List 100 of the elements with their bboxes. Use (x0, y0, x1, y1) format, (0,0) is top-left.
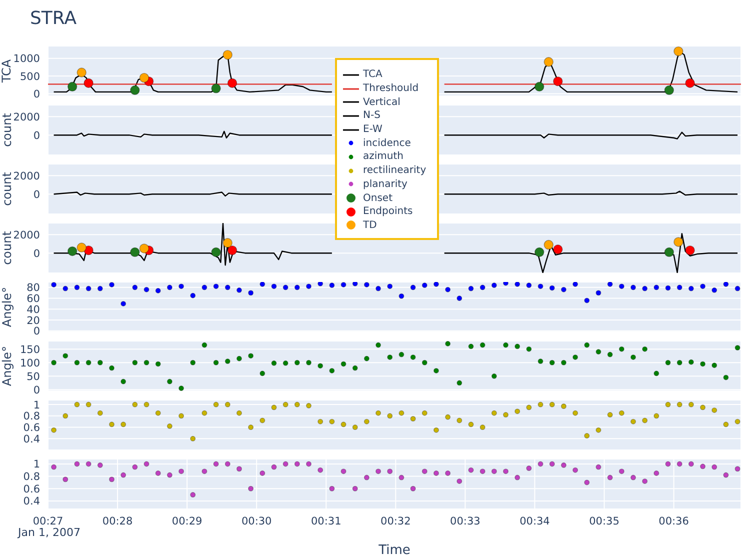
point (734, 286, 740, 292)
point (86, 461, 92, 467)
y-tick-label: 0 (33, 384, 40, 396)
point (410, 284, 416, 290)
point (480, 284, 486, 290)
point (734, 418, 740, 424)
point (190, 492, 196, 498)
y-tick-label: 0 (33, 248, 40, 260)
point (144, 402, 150, 408)
point (340, 361, 346, 367)
point (584, 298, 590, 304)
point (491, 282, 497, 288)
point (544, 57, 554, 67)
point (456, 418, 462, 424)
point (166, 472, 172, 478)
point (248, 424, 254, 430)
point (572, 467, 578, 473)
point (271, 464, 277, 470)
y-tick-label: 0 (33, 130, 40, 142)
point (97, 360, 103, 366)
chart-title: STRA (30, 8, 77, 29)
legend-label: TD (363, 220, 377, 231)
point (526, 346, 532, 352)
point (676, 402, 682, 408)
point (674, 237, 684, 247)
point (213, 360, 219, 366)
point (224, 461, 230, 467)
y-tick-label: 100 (20, 357, 40, 370)
point (62, 476, 68, 482)
y-tick-label: 80 (26, 282, 40, 294)
point (480, 468, 486, 474)
point (560, 286, 566, 292)
point (700, 404, 706, 410)
point (97, 286, 103, 292)
legend-label: TCA (363, 69, 382, 80)
point (422, 360, 428, 366)
y-tick-label: 0 (33, 188, 40, 201)
point (700, 464, 706, 470)
x-tick-label: 00:33 (450, 515, 480, 528)
point (607, 282, 613, 287)
point (202, 410, 208, 416)
point (665, 402, 671, 408)
point (62, 353, 68, 359)
point (318, 467, 324, 473)
y-tick-label: 0.8 (23, 471, 40, 484)
point (260, 370, 266, 376)
point (318, 363, 324, 369)
point (514, 344, 520, 350)
point (340, 468, 346, 474)
point (306, 461, 312, 467)
point (688, 286, 694, 292)
point (51, 427, 57, 433)
point (340, 422, 346, 428)
point (618, 410, 624, 416)
point (213, 284, 219, 290)
point (376, 410, 382, 416)
point (132, 284, 138, 290)
point (654, 370, 660, 376)
point (445, 414, 451, 420)
point (526, 282, 532, 288)
point (642, 286, 648, 292)
point (236, 287, 242, 293)
point (67, 82, 78, 92)
point (422, 282, 428, 288)
point (456, 296, 462, 302)
point (468, 286, 474, 292)
point (549, 285, 555, 291)
point (549, 402, 555, 408)
point (97, 410, 103, 416)
point (62, 413, 68, 419)
point (700, 284, 706, 290)
point (712, 362, 718, 368)
point (514, 282, 520, 287)
point (202, 284, 208, 290)
y-tick-label: 150 (20, 344, 40, 356)
point (202, 342, 208, 348)
point (318, 418, 324, 424)
point (398, 410, 404, 416)
point (503, 342, 508, 348)
point (398, 352, 404, 358)
point (67, 246, 78, 256)
legend-label: Endpoints (363, 206, 413, 218)
point (271, 284, 277, 290)
point (306, 284, 312, 290)
legend-label: Onset (363, 192, 392, 204)
point (468, 422, 474, 428)
point (723, 472, 729, 478)
point (526, 404, 532, 410)
text: Jan 1, 2007 (18, 526, 80, 539)
text: Vertical (363, 96, 400, 108)
point (410, 486, 416, 492)
point (62, 286, 68, 292)
point (376, 468, 382, 474)
point (491, 410, 497, 416)
point (642, 346, 648, 352)
y-axis-title: Angle° (0, 286, 14, 328)
point (712, 464, 718, 470)
point (674, 46, 684, 56)
point (734, 466, 740, 472)
point (166, 378, 172, 384)
